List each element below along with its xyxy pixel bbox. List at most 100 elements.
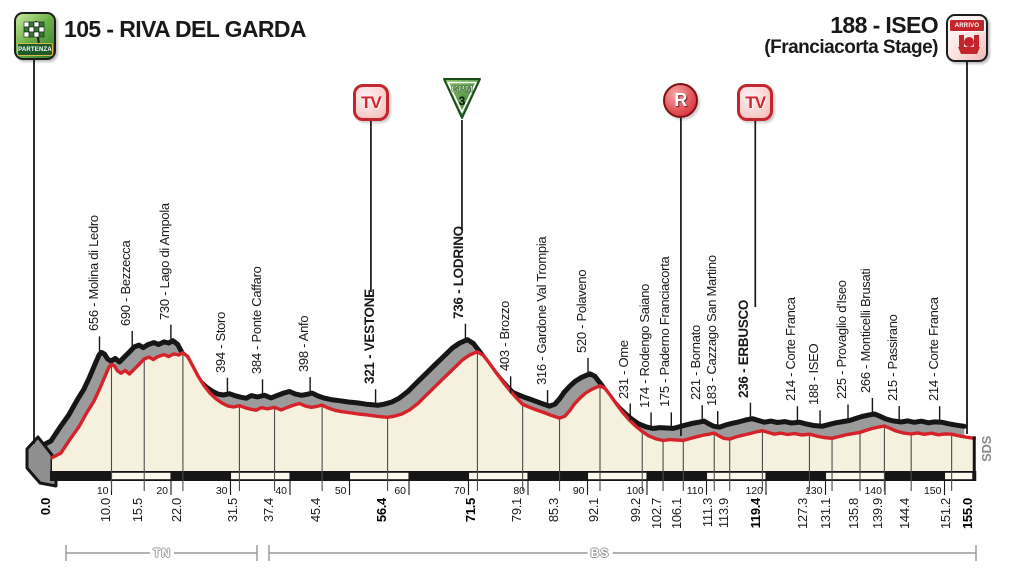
landmark-label: 403 - Brozzo [496, 301, 512, 374]
km-value-label: 37.4 [260, 498, 276, 525]
landmark-label-text: 690 - Bezzecca [118, 240, 134, 326]
km-value-label-text: 151.2 [937, 498, 953, 530]
decade-tick-label: 100 [626, 485, 644, 497]
decade-tick-label: 40 [275, 485, 287, 497]
gpm-icon-label: GPM [451, 84, 473, 95]
km-value-label: 79.1 [508, 498, 524, 525]
landmark-label: 384 - Ponte Caffaro [249, 267, 264, 378]
landmark-label-text: 403 - Brozzo [496, 301, 512, 372]
landmark-label-text: 316 - Gardone Val Trompia [533, 236, 549, 386]
finish-gate-icon [958, 35, 980, 54]
km-value-label-text: 85.3 [545, 498, 561, 523]
landmark-label: 321 - VESTONE [362, 289, 378, 387]
landmark-label: 174 - Rodengo Saiano [637, 283, 652, 410]
decade-tick-label: 120 [745, 485, 763, 497]
tv-icon-label: TV [361, 92, 382, 112]
landmark-label-text: 730 - Lago di Ampola [156, 202, 172, 320]
km-value-label-text: 22.0 [168, 498, 184, 523]
km-value-label-text: 45.4 [308, 498, 324, 523]
arrivo-badge-label: ARRIVO [949, 19, 985, 32]
km-ruler-light-segment [111, 472, 171, 480]
km-value-label-text: 92.1 [585, 498, 601, 523]
km-value-label: 45.4 [308, 498, 324, 525]
km-value-label-text: 144.4 [897, 498, 913, 530]
km-value-label-text: 79.1 [508, 498, 524, 523]
km-ruler-light-segment [825, 472, 885, 480]
landmark-label-text: 236 - ERBUSCO [736, 299, 752, 398]
landmark-label-text: 520 - Polaveno [573, 269, 589, 353]
region-label-tn: TN [150, 546, 174, 560]
km-value-label: 106.1 [669, 498, 684, 532]
landmark-label: 266 - Monticelli Brusati [858, 268, 874, 396]
landmark-label-text: 215 - Passirano [885, 314, 901, 402]
decade-tick-label: 80 [513, 485, 525, 497]
partenza-badge-label: PARTENZA [17, 43, 53, 56]
km-value-label: 113.9 [716, 498, 731, 531]
partenza-flag-icon: PARTENZA [14, 12, 56, 60]
landmark-label-text: 221 - Bornato [688, 325, 704, 401]
finish-title: 188 - ISEO [830, 12, 938, 38]
decade-tick-label: 90 [573, 485, 585, 497]
km-value-label: 31.5 [225, 498, 241, 525]
route-line [50, 350, 976, 460]
landmark-label: 394 - Storo [213, 311, 229, 376]
km-value-label-text: 139.9 [870, 498, 886, 530]
start-title: 105 - RIVA DEL GARDA [64, 16, 307, 42]
landmark-label: 656 - Molina di Ledro [85, 215, 101, 335]
tv-icon-label: TV [745, 92, 766, 112]
tv-icon: TV [352, 84, 389, 121]
landmark-label-text: 266 - Monticelli Brusati [858, 268, 874, 393]
tv-icon: TV [737, 84, 774, 121]
landmark-label-text: 175 - Paderno Franciacorta [657, 256, 673, 408]
km-ruler-light-segment [944, 472, 973, 480]
landmark-label-text: 394 - Storo [213, 311, 229, 373]
landmark-label: 316 - Gardone Val Trompia [533, 236, 549, 388]
decade-tick-label: 50 [335, 485, 347, 497]
km-value-label-text: 135.8 [846, 498, 861, 530]
landmark-label: 215 - Passirano [885, 314, 901, 404]
km-value-label-text: 102.7 [649, 498, 665, 530]
km-value-label-text: 31.5 [225, 498, 241, 523]
gpm-icon: GPM 3 [441, 76, 483, 127]
landmark-label: 398 - Anfo [296, 316, 311, 375]
decade-tick-label: 150 [924, 485, 942, 497]
landmark-label-text: 231 - Ome [616, 339, 632, 399]
km-value-label: 99.2 [628, 498, 643, 525]
designer-signature: SDS [979, 436, 994, 462]
landmark-label-text: 736 - LODRINO [451, 225, 467, 319]
landmark-label: 225 - Provaglio d'Iseo [834, 280, 849, 403]
landmark-label: 236 - ERBUSCO [736, 299, 752, 401]
landmark-label: 214 - Corte Franca [926, 297, 941, 404]
km-value-label-text: 111.3 [700, 498, 716, 528]
decade-tick-label: 110 [687, 485, 704, 497]
km-value-label-text: 10.0 [97, 498, 113, 523]
landmark-label-text: 183 - Cazzago San Martino [703, 255, 719, 407]
km-value-label: 155.0 [960, 498, 976, 532]
finish-subtitle: (Franciacorta Stage) [764, 37, 938, 58]
km-value-label-text: 37.4 [260, 498, 276, 523]
gpm-category-number: 3 [459, 94, 466, 108]
km-value-label: 71.5 [463, 498, 478, 525]
landmark-label: 231 - Ome [616, 339, 632, 402]
km-ruler-light-segment [230, 472, 290, 480]
landmark-label-text: 214 - Corte Franca [783, 297, 799, 402]
km-ruler-light-segment [468, 472, 528, 480]
km-value-label: 56.4 [373, 498, 389, 525]
km-value-label-text: 15.5 [130, 498, 146, 523]
landmark-label-text: 656 - Molina di Ledro [85, 215, 101, 332]
km-value-label-text: 0.0 [38, 498, 53, 516]
km-value-label: 127.3 [795, 498, 810, 532]
landmark-label-text: 225 - Provaglio d'Iseo [834, 280, 849, 400]
profile-front-fill [52, 351, 975, 471]
refreshment-icon-label: R [674, 90, 688, 110]
km-value-label-text: 131.1 [818, 498, 834, 530]
decade-tick-label: 60 [394, 485, 406, 497]
km-value-label-text: 56.4 [373, 498, 389, 523]
km-value-label: 92.1 [585, 498, 601, 525]
km-value-label: 151.2 [937, 498, 953, 532]
km-value-label-text: 155.0 [960, 498, 976, 530]
km-value-label: 22.0 [168, 498, 184, 525]
km-ruler-light-segment [706, 472, 766, 480]
